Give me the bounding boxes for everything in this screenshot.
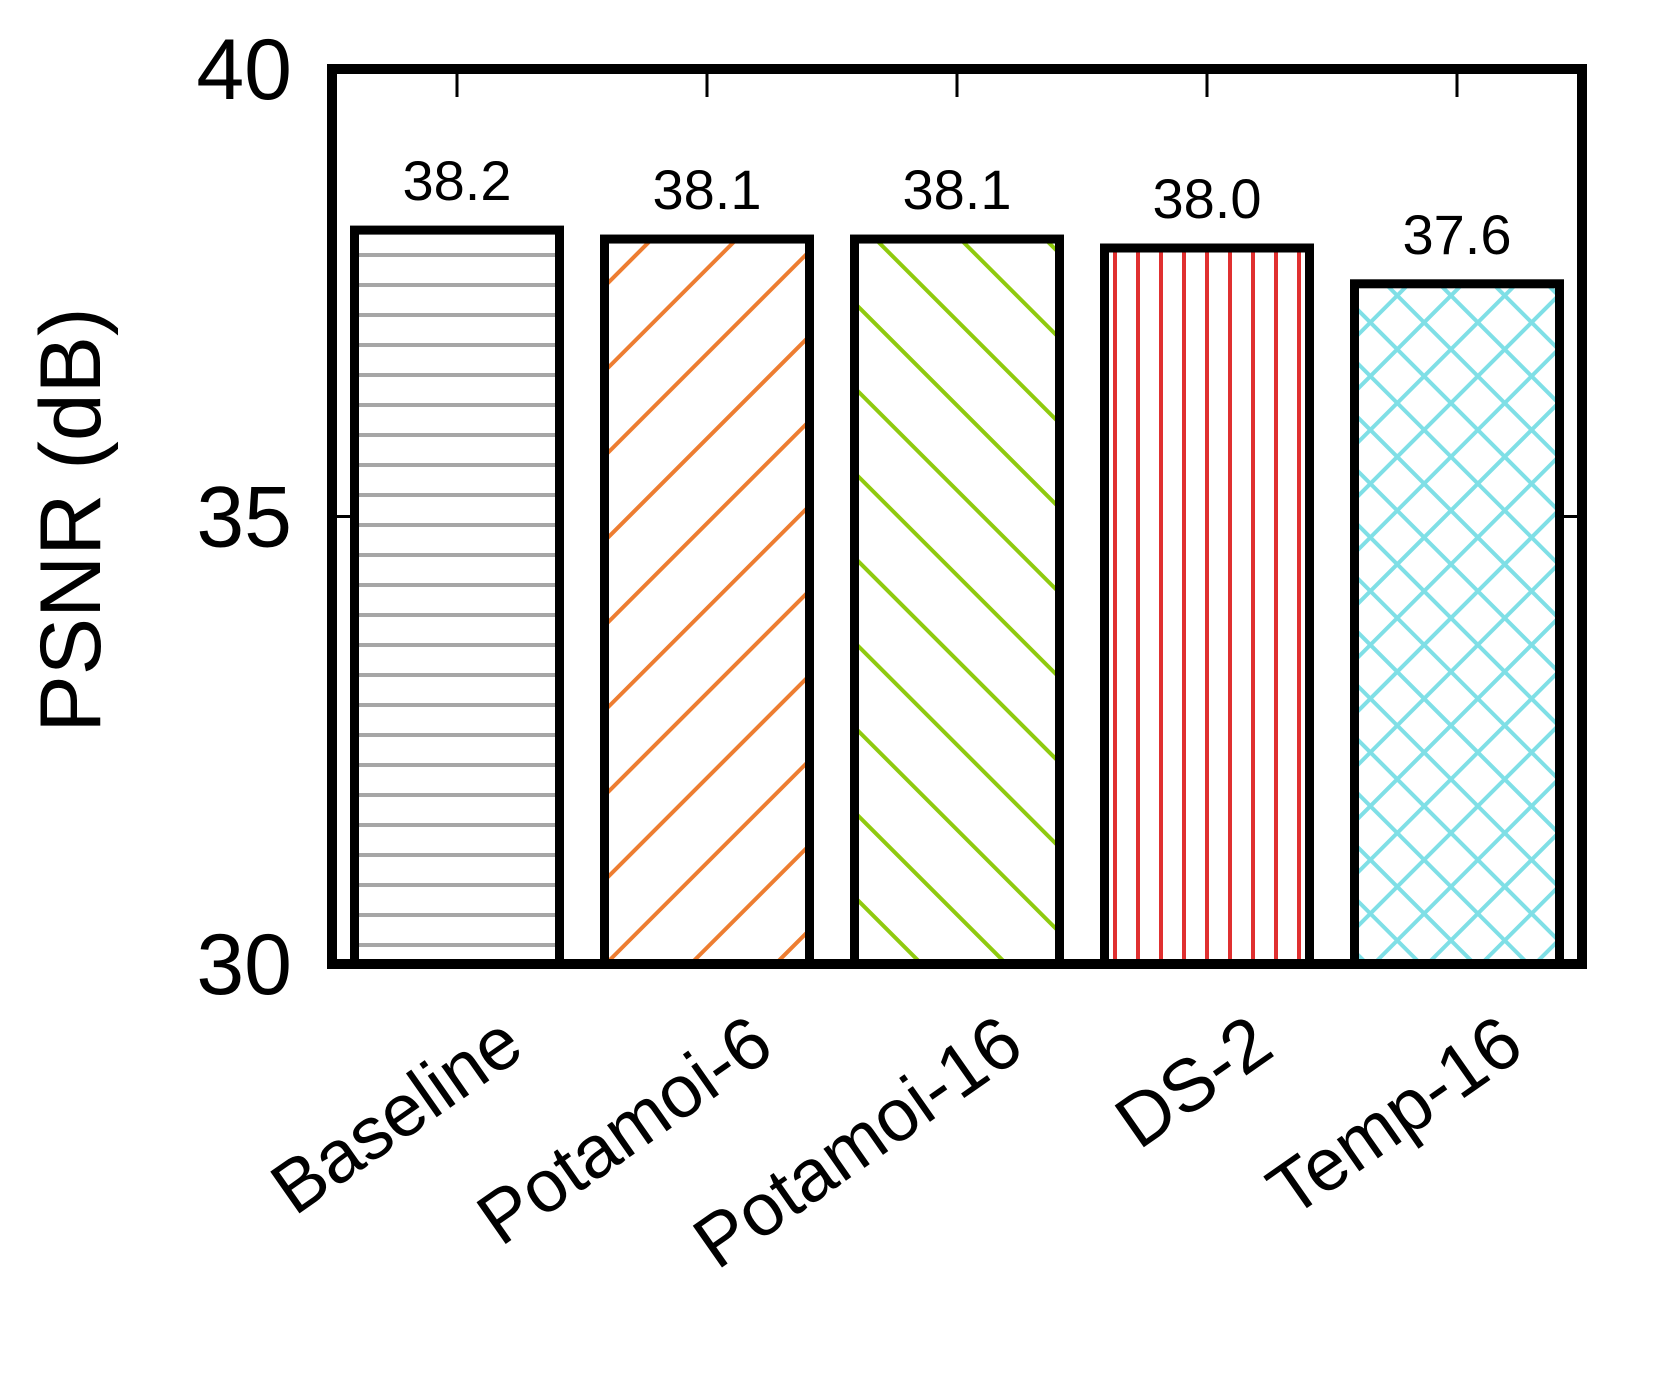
bar-ds-2 [1100, 243, 1314, 969]
data-label-3: 38.0 [1153, 167, 1262, 230]
data-label-0: 38.2 [403, 149, 512, 212]
bar-potamoi-6 [600, 234, 814, 969]
category-label-3: DS-2 [1100, 999, 1286, 1164]
bar-baseline [350, 225, 564, 969]
bars-layer [350, 225, 1564, 969]
data-label-1: 38.1 [653, 158, 762, 221]
category-label-4: Temp-16 [1253, 999, 1536, 1232]
bar-temp-16 [1350, 279, 1564, 969]
bar-potamoi-16 [850, 234, 1064, 969]
y-tick-label-30: 30 [196, 917, 292, 1013]
plot-frame [327, 64, 1587, 969]
data-label-4: 37.6 [1403, 203, 1512, 266]
y-tick-label-35: 35 [196, 470, 292, 566]
y-axis-title: PSNR (dB) [23, 307, 119, 732]
y-tick-label-40: 40 [196, 22, 292, 118]
data-label-2: 38.1 [903, 158, 1012, 221]
